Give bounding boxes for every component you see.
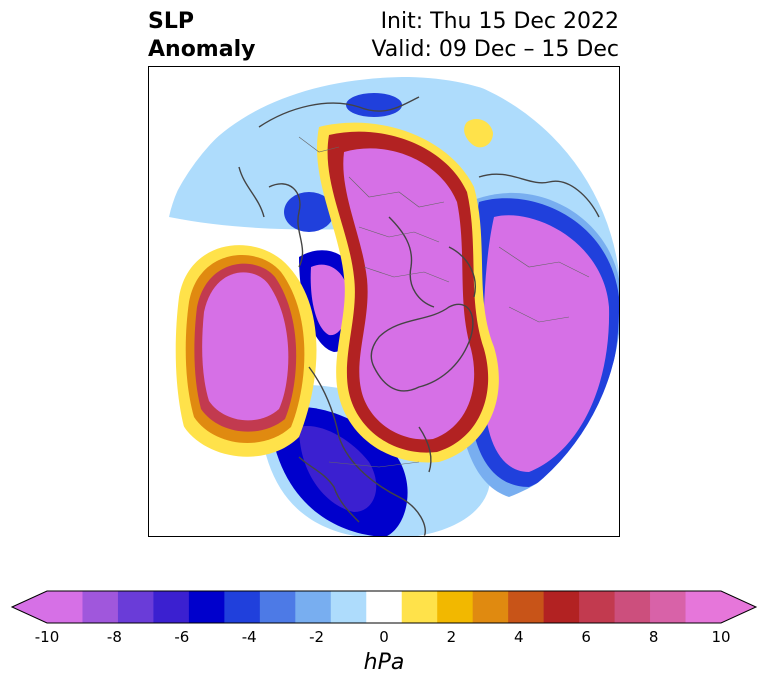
colorbar-tick-label: -6 bbox=[174, 628, 190, 646]
colorbar-tick-label: 8 bbox=[648, 628, 659, 646]
borders bbox=[298, 136, 590, 468]
neg-anomaly-north-pocket bbox=[346, 93, 402, 117]
neg-anomaly-northwest-pocket bbox=[284, 192, 334, 232]
colorbar-extend-high bbox=[721, 591, 756, 623]
colorbar-tick-label: 0 bbox=[379, 628, 389, 646]
colorbar-segment bbox=[224, 591, 261, 623]
colorbar-tick-label: -4 bbox=[241, 628, 257, 646]
title-line-1: SLP bbox=[148, 9, 194, 34]
colorbar-segment bbox=[153, 591, 190, 623]
colorbar-segment bbox=[366, 591, 403, 623]
colorbar-tick-label: 6 bbox=[581, 628, 591, 646]
colorbar-segment bbox=[543, 591, 580, 623]
colorbar-tick-label: 4 bbox=[514, 628, 524, 646]
colorbar-segment bbox=[508, 591, 545, 623]
map-subtitle: Init: Thu 15 Dec 2022 Valid: 09 Dec – 15… bbox=[371, 8, 619, 64]
colorbar-segment bbox=[188, 591, 225, 623]
colorbar-tick-label: 10 bbox=[711, 628, 731, 646]
neg-anomaly-west-core bbox=[310, 264, 349, 336]
colorbar-segment bbox=[650, 591, 687, 623]
colorbar-tick-label: -10 bbox=[34, 628, 60, 646]
colorbar-segment bbox=[401, 591, 438, 623]
colorbar-segment bbox=[295, 591, 332, 623]
neg-anomaly-south-core bbox=[299, 426, 377, 512]
pos-anomaly-center-core bbox=[343, 148, 475, 440]
colorbar bbox=[10, 590, 758, 624]
colorbar-outline bbox=[10, 590, 758, 624]
colorbar-segment bbox=[82, 591, 119, 623]
neg-anomaly-east-core bbox=[483, 215, 610, 472]
init-label: Init: Thu 15 Dec 2022 bbox=[380, 9, 619, 34]
colorbar-segment bbox=[47, 591, 83, 623]
pos-anomaly-small-yellow bbox=[464, 119, 493, 148]
valid-label: Valid: 09 Dec – 15 Dec bbox=[371, 37, 619, 62]
colorbar-segment bbox=[614, 591, 651, 623]
colorbar-unit: hPa bbox=[363, 650, 405, 675]
colorbar-tick-label: -2 bbox=[309, 628, 325, 646]
colorbar-segment bbox=[579, 591, 616, 623]
colorbar-tick-label: 2 bbox=[446, 628, 457, 646]
title-line-2: Anomaly bbox=[148, 37, 256, 62]
colorbar-tick-label: -8 bbox=[106, 628, 122, 646]
colorbar-segment bbox=[330, 591, 367, 623]
colorbar-segment bbox=[685, 591, 722, 623]
anomaly-map bbox=[149, 67, 619, 536]
colorbar-extend-low bbox=[12, 591, 47, 623]
map-title: SLP Anomaly bbox=[148, 8, 255, 64]
colorbar-segment bbox=[437, 591, 474, 623]
colorbar-segment bbox=[472, 591, 509, 623]
map-panel bbox=[148, 66, 620, 537]
colorbar-segment bbox=[259, 591, 296, 623]
pos-anomaly-west-core bbox=[202, 272, 289, 421]
colorbar-segment bbox=[117, 591, 154, 623]
coastlines bbox=[238, 96, 600, 536]
map-disk bbox=[149, 67, 619, 536]
